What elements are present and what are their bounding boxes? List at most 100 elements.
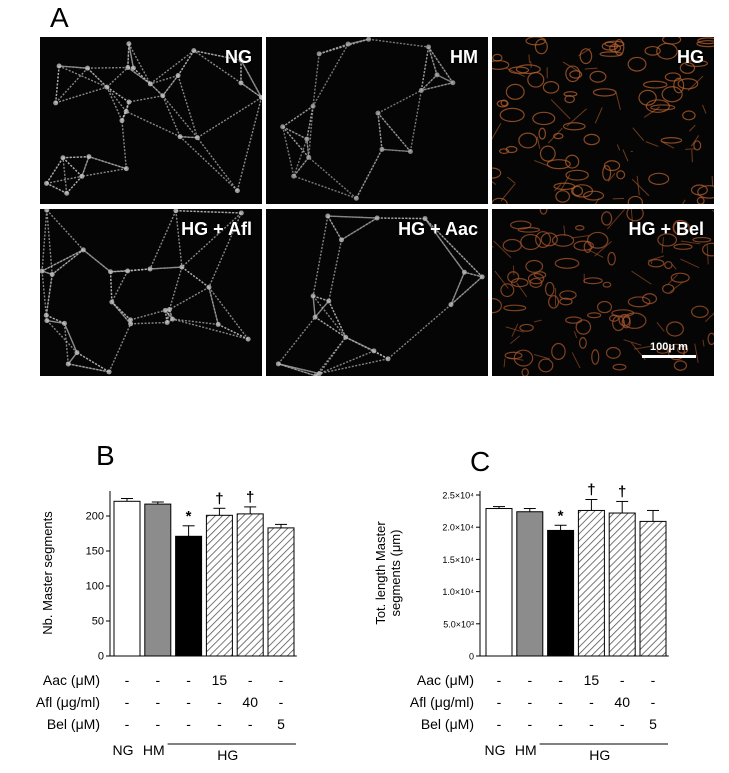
hg-bracket-label: HG — [217, 747, 238, 763]
y-axis-label: Nb. Master segments — [40, 511, 55, 635]
y-tick-label: 1.5×10⁴ — [442, 555, 474, 565]
y-tick-label: 2.0×10⁴ — [442, 523, 474, 533]
treatment-row-label: Aac (μM) — [43, 672, 100, 688]
treatment-value: - — [527, 694, 532, 710]
panel-label-a: A — [50, 2, 69, 33]
treatment-value: - — [217, 716, 222, 732]
treatment-value: - — [527, 672, 532, 688]
micrograph-texture — [492, 209, 714, 376]
micrograph-tile: HG + Aac — [266, 209, 488, 376]
treatment-value: - — [248, 716, 253, 732]
treatment-value: - — [125, 672, 130, 688]
treatment-value: - — [651, 694, 656, 710]
significance-marker: † — [246, 489, 254, 506]
treatment-value: - — [279, 672, 284, 688]
micrograph-tile: HG + Afl — [40, 209, 262, 376]
treatment-value: - — [125, 716, 130, 732]
group-label: NG — [485, 742, 506, 758]
bar — [267, 527, 295, 657]
micrograph-texture — [44, 41, 262, 196]
treatment-value: - — [497, 672, 502, 688]
hg-bracket-label: HG — [589, 747, 610, 763]
treatment-value: - — [125, 694, 130, 710]
micrograph-tile: HG + Bel 100μ m — [492, 209, 714, 376]
group-label: HM — [515, 742, 537, 758]
bar — [577, 509, 605, 657]
treatment-value: - — [186, 716, 191, 732]
micrograph-tile: NG — [40, 37, 262, 204]
treatment-row-label: Aac (μM) — [417, 672, 474, 688]
treatment-row-label: Afl (μg/ml) — [410, 694, 474, 710]
treatment-value: - — [497, 694, 502, 710]
treatment-value: - — [186, 672, 191, 688]
y-tick-label: 100 — [86, 581, 104, 593]
treatment-row-label: Bel (μM) — [47, 716, 100, 732]
micrograph-tile: HM — [266, 37, 488, 204]
y-axis-label: Tot. length Mastersegments (μm) — [373, 521, 403, 625]
significance-marker: † — [618, 483, 626, 500]
bar — [175, 535, 203, 657]
treatment-value: - — [497, 716, 502, 732]
treatment-value: - — [217, 694, 222, 710]
treatment-value: - — [155, 694, 160, 710]
bar — [516, 511, 544, 657]
treatment-value: 5 — [277, 716, 285, 732]
micrograph-texture — [275, 213, 485, 376]
treatment-value: - — [527, 716, 532, 732]
micrograph-texture — [280, 37, 456, 201]
treatment-value: - — [248, 672, 253, 688]
significance-marker: * — [558, 507, 564, 524]
group-label: NG — [113, 742, 134, 758]
micrograph-label: HG + Bel — [628, 219, 704, 239]
treatment-row-label: Afl (μg/ml) — [36, 694, 100, 710]
bar — [144, 503, 172, 657]
treatment-value: - — [155, 672, 160, 688]
scale-bar-label: 100μ m — [650, 341, 688, 353]
panel-label-c: C — [470, 446, 491, 477]
bar — [608, 512, 636, 657]
treatment-value: 40 — [242, 694, 258, 710]
y-tick-label: 0 — [98, 651, 104, 663]
treatment-value: - — [620, 672, 625, 688]
micrograph-tile: HG — [492, 37, 714, 204]
micrograph-label: NG — [225, 47, 252, 67]
micrograph-grid: NG HM HG HG + Afl HG + Aac HG + Bel 100μ m — [40, 37, 714, 376]
y-tick-label: 2.5×10⁴ — [442, 491, 474, 501]
significance-marker: * — [186, 508, 192, 525]
treatment-value: - — [558, 694, 563, 710]
bar — [485, 508, 513, 657]
bar — [639, 520, 667, 657]
y-tick-label: 150 — [86, 546, 104, 558]
treatment-value: 15 — [212, 672, 228, 688]
significance-marker: † — [215, 490, 223, 507]
treatment-value: - — [155, 716, 160, 732]
y-tick-label: 5.0×10³ — [443, 619, 474, 629]
bar — [113, 500, 141, 657]
scale-bar-line — [642, 355, 696, 358]
micrograph-texture — [40, 209, 251, 375]
micrograph-label: HG + Afl — [181, 219, 252, 239]
micrograph-texture — [492, 37, 714, 204]
treatment-value: - — [279, 694, 284, 710]
treatment-value: 40 — [614, 694, 630, 710]
bar — [547, 529, 575, 657]
treatment-value: - — [558, 672, 563, 688]
treatment-value: - — [620, 716, 625, 732]
scale-bar: 100μ m — [642, 341, 696, 358]
treatment-value: - — [558, 716, 563, 732]
panel-label-b: B — [96, 440, 115, 471]
treatment-value: 15 — [584, 672, 600, 688]
treatment-value: - — [589, 716, 594, 732]
micrograph-label: HG — [677, 47, 704, 67]
micrograph-label: HM — [450, 47, 478, 67]
bar — [205, 514, 233, 657]
treatment-row-label: Bel (μM) — [421, 716, 474, 732]
treatment-value: 5 — [649, 716, 657, 732]
y-tick-label: 50 — [92, 616, 104, 628]
micrograph-label: HG + Aac — [398, 219, 478, 239]
treatment-value: - — [186, 694, 191, 710]
y-tick-label: 200 — [86, 511, 104, 523]
bar — [236, 513, 264, 657]
y-tick-label: 0 — [469, 652, 474, 662]
